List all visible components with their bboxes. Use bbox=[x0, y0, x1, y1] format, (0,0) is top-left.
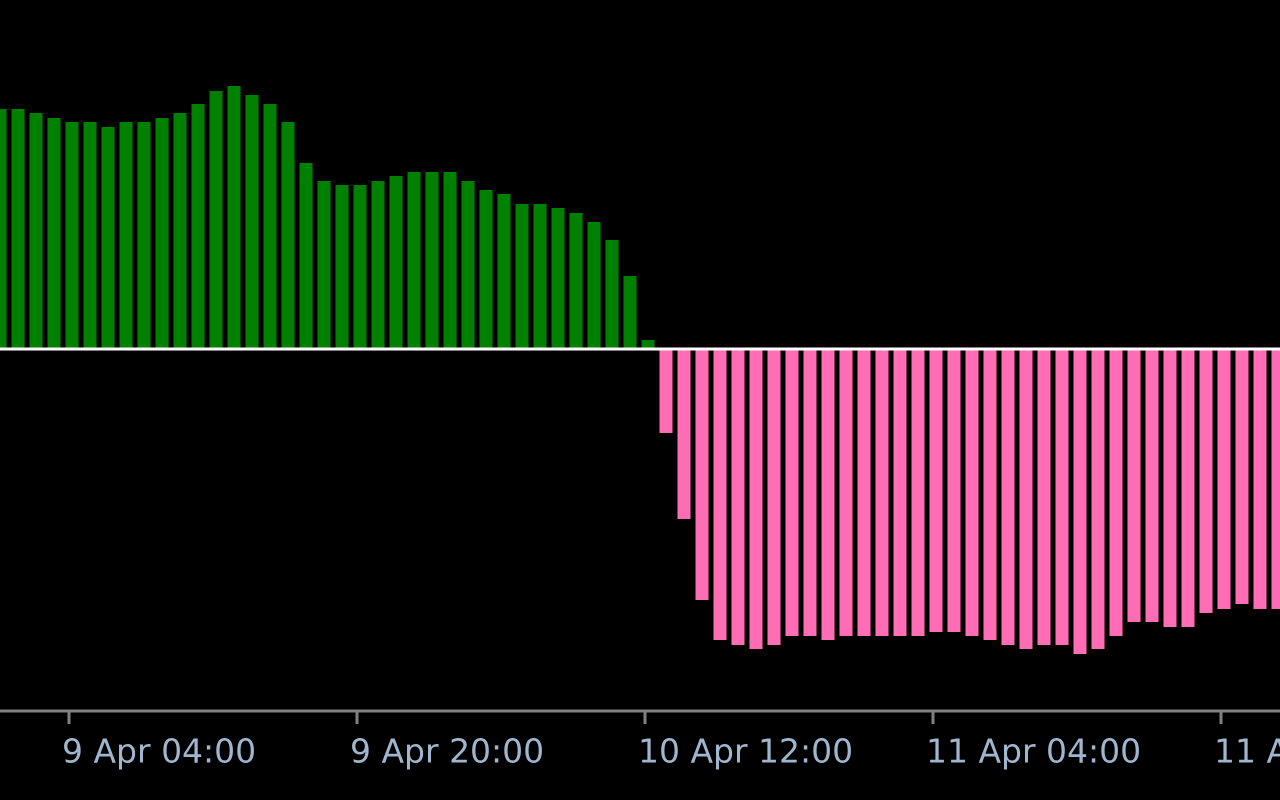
bar bbox=[407, 172, 421, 349]
bar bbox=[839, 349, 853, 636]
bar bbox=[659, 349, 673, 433]
bar bbox=[1253, 349, 1267, 609]
bar bbox=[155, 118, 169, 349]
bar bbox=[929, 349, 943, 632]
bar bbox=[731, 349, 745, 645]
bar bbox=[47, 118, 61, 349]
bar bbox=[803, 349, 817, 636]
bar bbox=[875, 349, 889, 636]
bar bbox=[1199, 349, 1213, 613]
x-tick-label: 9 Apr 20:00 bbox=[350, 732, 544, 771]
bar bbox=[353, 185, 367, 349]
bar bbox=[1217, 349, 1231, 609]
x-tick-label: 10 Apr 12:00 bbox=[638, 732, 853, 771]
bar bbox=[641, 340, 655, 349]
bar bbox=[245, 95, 259, 349]
bar bbox=[263, 104, 277, 349]
bar bbox=[1055, 349, 1069, 645]
bar bbox=[533, 204, 547, 349]
bar bbox=[911, 349, 925, 636]
bar bbox=[515, 204, 529, 349]
bar bbox=[137, 122, 151, 349]
bar bbox=[713, 349, 727, 640]
bar bbox=[1271, 349, 1280, 609]
bar bbox=[119, 122, 133, 349]
bar bbox=[1001, 349, 1015, 645]
x-tick-label: 11 Apr 20:00 bbox=[1214, 732, 1280, 771]
bar bbox=[1091, 349, 1105, 649]
bar bbox=[821, 349, 835, 640]
bar bbox=[227, 86, 241, 349]
bar bbox=[443, 172, 457, 349]
bar bbox=[947, 349, 961, 632]
bar bbox=[317, 181, 331, 349]
bar bbox=[695, 349, 709, 600]
bar bbox=[1037, 349, 1051, 645]
bar bbox=[857, 349, 871, 636]
bar bbox=[677, 349, 691, 519]
bar bbox=[497, 194, 511, 349]
bar bbox=[11, 109, 25, 349]
bar bbox=[209, 91, 223, 349]
bar bbox=[0, 109, 7, 349]
bar bbox=[965, 349, 979, 636]
bar bbox=[551, 208, 565, 349]
bar bbox=[299, 163, 313, 349]
bar bbox=[29, 113, 43, 349]
bar bbox=[983, 349, 997, 640]
bar bbox=[371, 181, 385, 349]
bar bbox=[389, 176, 403, 349]
bar bbox=[1235, 349, 1249, 604]
bar bbox=[101, 127, 115, 349]
bar bbox=[1127, 349, 1141, 622]
bar bbox=[767, 349, 781, 645]
bar bbox=[893, 349, 907, 636]
x-tick-label: 11 Apr 04:00 bbox=[926, 732, 1141, 771]
bar bbox=[65, 122, 79, 349]
bar bbox=[83, 122, 97, 349]
bar bbox=[1181, 349, 1195, 627]
bar bbox=[335, 185, 349, 349]
bar bbox=[749, 349, 763, 649]
bar bbox=[1163, 349, 1177, 627]
bar bbox=[1145, 349, 1159, 622]
bar bbox=[1019, 349, 1033, 649]
bar bbox=[461, 181, 475, 349]
bar bbox=[1073, 349, 1087, 654]
bar bbox=[425, 172, 439, 349]
bar bbox=[623, 276, 637, 349]
bar bbox=[191, 104, 205, 349]
bar bbox=[569, 213, 583, 349]
bar bbox=[785, 349, 799, 636]
bar bbox=[479, 190, 493, 349]
bar bbox=[605, 240, 619, 349]
bar bbox=[281, 122, 295, 349]
x-tick-label: 9 Apr 04:00 bbox=[62, 732, 256, 771]
bar bbox=[587, 222, 601, 349]
bar bbox=[173, 113, 187, 349]
bar bbox=[1109, 349, 1123, 636]
